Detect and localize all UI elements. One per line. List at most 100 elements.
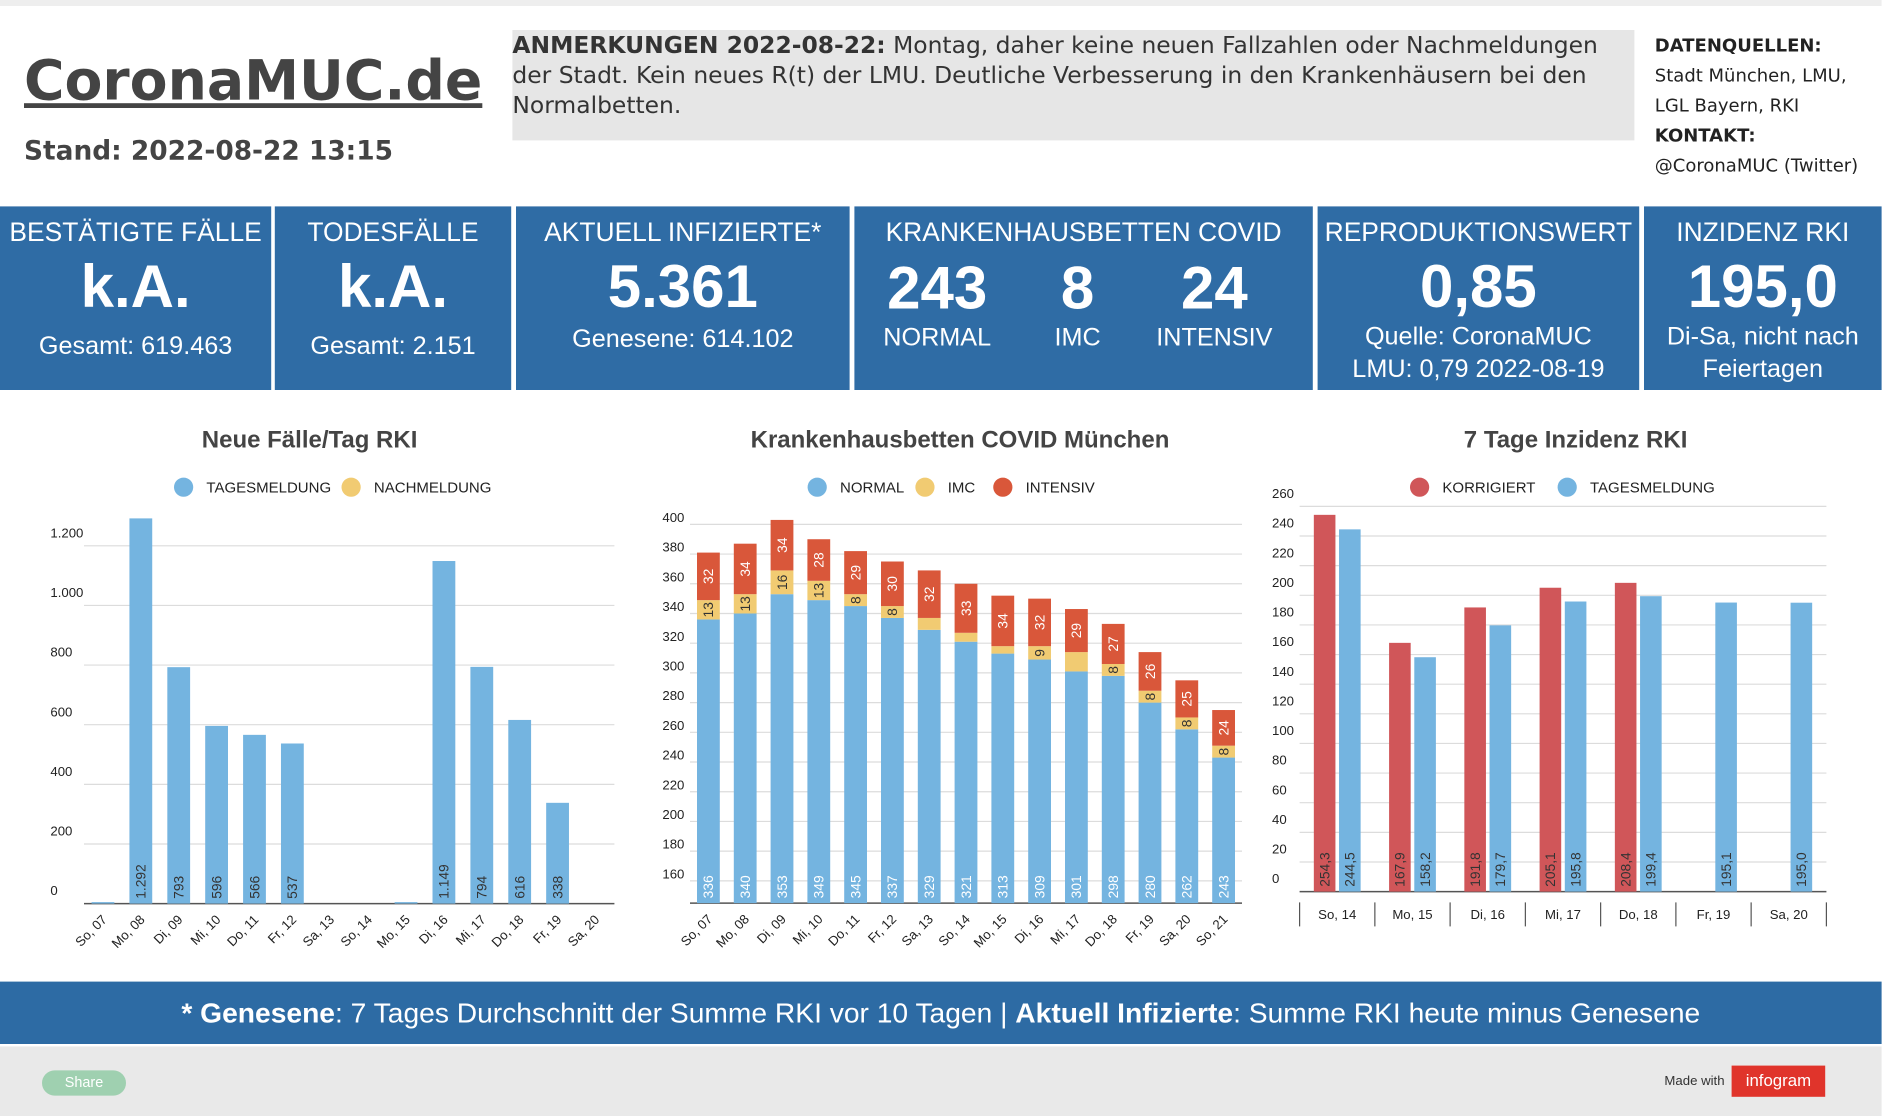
bar bbox=[1640, 596, 1662, 892]
legend-marker bbox=[174, 477, 194, 497]
bar bbox=[697, 619, 720, 904]
value-label: 33 bbox=[959, 600, 974, 616]
bar bbox=[917, 570, 941, 618]
bar bbox=[807, 600, 831, 904]
infogram-logo[interactable]: infogram bbox=[1731, 1065, 1826, 1097]
bar bbox=[954, 641, 978, 904]
contact-heading: KONTAKT: bbox=[1654, 124, 1756, 147]
x-tick-label: Fr, 12 bbox=[265, 912, 299, 946]
value-label: 167,9 bbox=[1393, 852, 1408, 887]
x-tick-label: Fr, 19 bbox=[1697, 907, 1731, 922]
x-tick-label: So, 21 bbox=[1193, 911, 1231, 949]
legend-label: NORMAL bbox=[840, 480, 904, 497]
stat-sub: Genesene: 614.102 bbox=[572, 325, 794, 353]
bar bbox=[1539, 587, 1562, 892]
x-tick-label: Fr, 19 bbox=[530, 912, 564, 946]
y-tick-label: 160 bbox=[1272, 634, 1294, 649]
bar bbox=[205, 725, 229, 904]
bar bbox=[770, 594, 794, 904]
notes-heading: ANMERKUNGEN 2022-08-22: bbox=[512, 31, 886, 59]
notes-text: Montag, daher keine neuen Fallzahlen ode… bbox=[512, 31, 1598, 119]
y-tick-label: 80 bbox=[1272, 753, 1287, 768]
stat-label: AKTUELL INFIZIERTE* bbox=[544, 217, 822, 248]
bar bbox=[881, 617, 904, 904]
x-tick-label: Do, 18 bbox=[489, 912, 527, 950]
bar bbox=[954, 583, 978, 633]
source-line: Stadt München, LMU, bbox=[1654, 64, 1847, 87]
stat-label: REPRODUKTIONSWERT bbox=[1324, 217, 1633, 248]
bar bbox=[807, 539, 831, 581]
bar bbox=[1489, 625, 1512, 892]
bar bbox=[1175, 729, 1199, 904]
bottom-bar bbox=[0, 1046, 1882, 1116]
y-tick-label: 340 bbox=[662, 599, 684, 614]
value-label: 8 bbox=[1180, 719, 1195, 727]
sources-heading: DATENQUELLEN: bbox=[1654, 34, 1822, 57]
y-tick-label: 0 bbox=[1272, 871, 1279, 886]
stat-sub: Di-Sa, nicht nach bbox=[1666, 322, 1859, 351]
bar bbox=[1339, 529, 1361, 892]
value-label: 179,7 bbox=[1493, 852, 1508, 887]
site-title[interactable]: CoronaMUC.de bbox=[24, 48, 483, 113]
bar bbox=[1564, 601, 1587, 892]
stat-label: INZIDENZ RKI bbox=[1676, 217, 1850, 248]
stat-sub: Feiertagen bbox=[1702, 355, 1824, 383]
value-label: 8 bbox=[1216, 747, 1231, 755]
bar bbox=[1028, 659, 1051, 904]
y-tick-label: 180 bbox=[1272, 605, 1294, 620]
bar bbox=[1101, 623, 1125, 664]
chart-title: 7 Tage Inzidenz RKI bbox=[1464, 427, 1688, 454]
legend-label: KORRIGIERT bbox=[1442, 480, 1535, 497]
value-label: 30 bbox=[885, 576, 900, 592]
value-label: 8 bbox=[1106, 666, 1121, 674]
y-tick-label: 1.000 bbox=[50, 585, 83, 600]
bar bbox=[432, 561, 456, 904]
y-tick-label: 300 bbox=[662, 659, 684, 674]
bar bbox=[1028, 646, 1051, 660]
legend-label: NACHMELDUNG bbox=[374, 480, 492, 497]
stat-tile: BESTÄTIGTE FÄLLE k.A. Gesamt: 619.463 bbox=[0, 206, 272, 391]
share-button[interactable]: Share bbox=[42, 1070, 127, 1096]
bar bbox=[1175, 717, 1199, 730]
x-tick-label: Mo, 08 bbox=[713, 911, 752, 950]
x-tick-label: Sa, 13 bbox=[899, 911, 937, 949]
stat-value: k.A. bbox=[80, 253, 191, 321]
value-label: 794 bbox=[475, 875, 490, 898]
x-tick-label: Sa, 20 bbox=[565, 912, 603, 950]
value-label: 29 bbox=[848, 565, 863, 581]
bar bbox=[1212, 745, 1236, 758]
y-tick-label: 200 bbox=[50, 824, 72, 839]
value-label: 329 bbox=[922, 875, 937, 898]
bar bbox=[1101, 675, 1125, 904]
y-tick-label: 320 bbox=[662, 629, 684, 644]
value-label: 28 bbox=[812, 552, 827, 568]
bar bbox=[394, 902, 418, 904]
legend-marker bbox=[915, 477, 935, 497]
stat-value: 195,0 bbox=[1687, 253, 1838, 321]
value-label: 29 bbox=[1069, 623, 1084, 639]
bar bbox=[991, 646, 1015, 654]
made-with: Made with bbox=[1664, 1074, 1725, 1089]
y-tick-label: 0 bbox=[50, 883, 57, 898]
chart-title: Krankenhausbetten COVID München bbox=[751, 427, 1170, 454]
bar bbox=[1175, 680, 1199, 718]
stat-sub: Gesamt: 2.151 bbox=[310, 332, 476, 360]
stat-label: TODESFÄLLE bbox=[307, 217, 479, 248]
bar bbox=[733, 543, 757, 595]
bar bbox=[881, 606, 904, 618]
y-tick-label: 160 bbox=[662, 866, 684, 881]
footer-bold: * Genesene bbox=[181, 997, 335, 1029]
bar bbox=[1028, 598, 1051, 647]
y-tick-label: 360 bbox=[662, 569, 684, 584]
bar bbox=[881, 561, 904, 607]
y-tick-label: 240 bbox=[1272, 516, 1294, 531]
y-tick-label: 20 bbox=[1272, 842, 1287, 857]
value-label: 13 bbox=[812, 582, 827, 598]
value-label: 27 bbox=[1106, 636, 1121, 651]
y-tick-label: 280 bbox=[662, 688, 684, 703]
notes: ANMERKUNGEN 2022-08-22: Montag, daher ke… bbox=[512, 30, 1635, 141]
legend-label: TAGESMELDUNG bbox=[206, 480, 331, 497]
x-tick-label: Do, 18 bbox=[1619, 907, 1658, 922]
legend-label: TAGESMELDUNG bbox=[1590, 480, 1715, 497]
y-tick-label: 400 bbox=[662, 510, 684, 525]
